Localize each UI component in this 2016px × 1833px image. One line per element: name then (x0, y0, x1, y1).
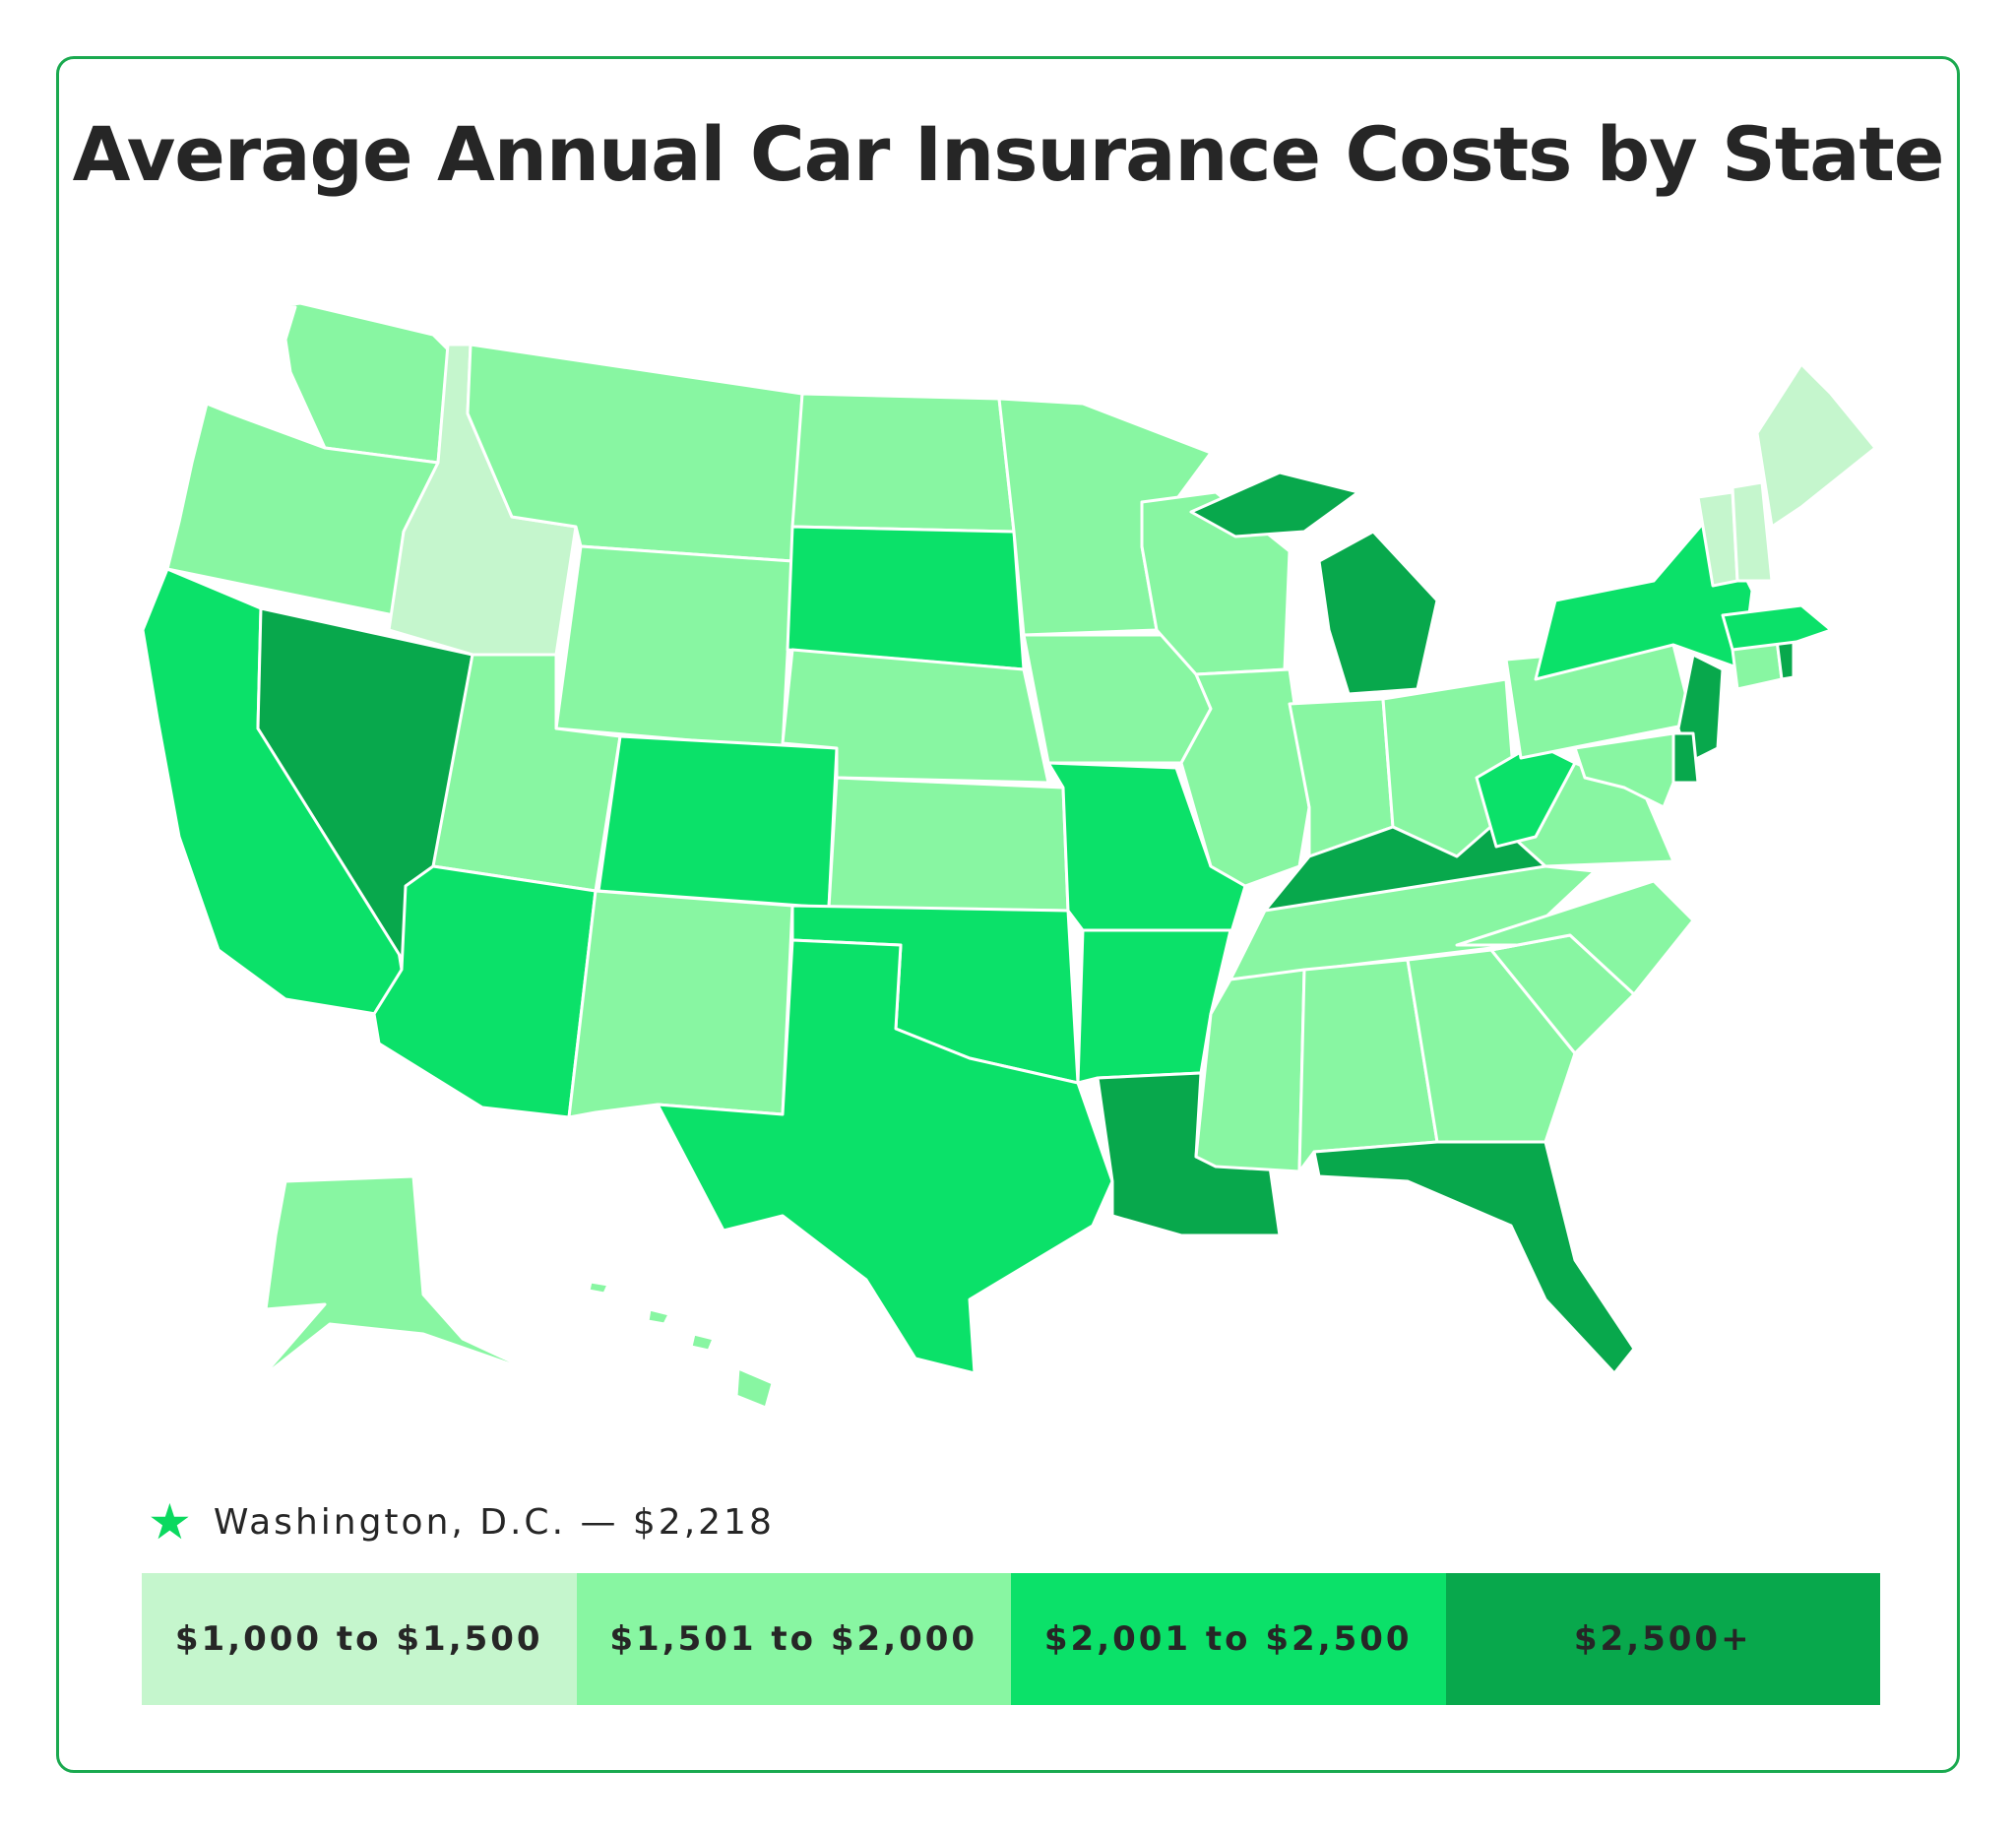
state-nm (567, 889, 794, 1119)
state-me (1755, 362, 1877, 529)
state-mi (1189, 471, 1439, 696)
dc-note-text: Washington, D.C. — $2,218 (213, 1501, 775, 1543)
state-la (1096, 1071, 1282, 1237)
state-co (597, 734, 839, 910)
state-nc (1455, 879, 1695, 996)
legend: $1,000 to $1,500 $1,501 to $2,000 $2,001… (142, 1573, 1880, 1705)
state-de (1671, 731, 1700, 785)
state-fl (1312, 1140, 1636, 1375)
state-az (372, 864, 598, 1119)
page-title: Average Annual Car Insurance Costs by St… (72, 110, 1945, 198)
star-icon: ★ (148, 1494, 192, 1549)
state-ga (1406, 948, 1577, 1144)
state-sd (786, 525, 1026, 671)
state-wy (554, 544, 794, 750)
state-nh (1731, 480, 1774, 583)
state-nd (790, 392, 1016, 534)
state-ak (259, 1174, 538, 1380)
state-tx (656, 938, 1114, 1375)
legend-tier-1: $1,000 to $1,500 (142, 1573, 577, 1705)
state-tn (1228, 864, 1597, 981)
legend-tier-3: $2,001 to $2,500 (1011, 1573, 1446, 1705)
state-hi (587, 1280, 775, 1410)
legend-tier-4: $2,500+ (1445, 1573, 1880, 1705)
dc-note: ★ Washington, D.C. — $2,218 (148, 1496, 775, 1548)
state-ks (827, 776, 1070, 913)
legend-tier-2: $1,501 to $2,000 (576, 1573, 1011, 1705)
state-ma (1721, 603, 1833, 652)
state-md (1573, 731, 1675, 809)
